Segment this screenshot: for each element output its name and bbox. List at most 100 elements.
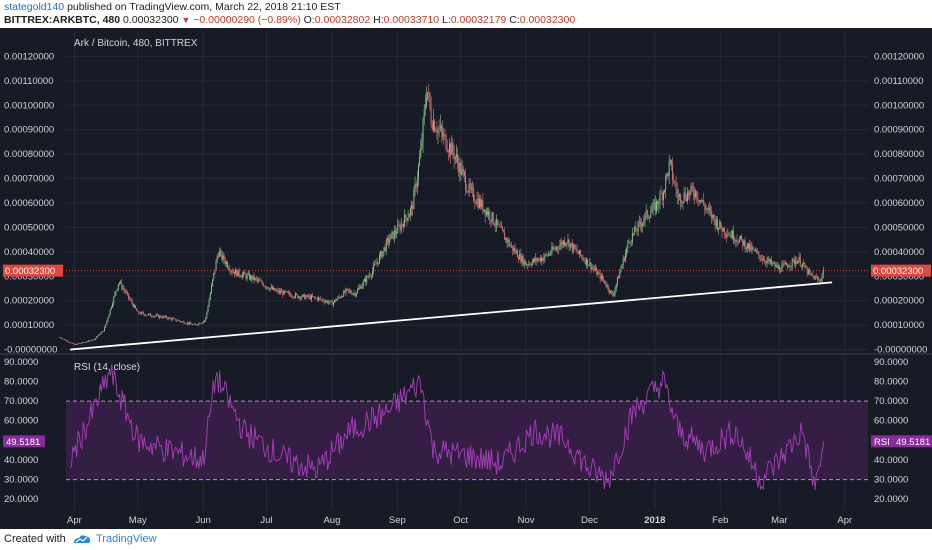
candle-body: [311, 295, 312, 300]
candle-body: [551, 246, 553, 254]
candle-body: [301, 294, 303, 298]
x-axis-tick: 2018: [644, 515, 665, 526]
candle-body: [772, 263, 774, 264]
candle-body: [368, 275, 370, 278]
candle-body: [253, 275, 255, 281]
candle-body: [538, 258, 540, 260]
candle-body: [454, 156, 456, 160]
candle-body: [674, 182, 676, 184]
tradingview-brand-link[interactable]: TradingView: [96, 533, 157, 545]
rsi-y-tick-left: 60.0000: [4, 416, 38, 427]
candle-body: [694, 194, 695, 197]
candle-body: [468, 183, 470, 192]
candle-body: [374, 263, 376, 266]
candle-body: [363, 278, 365, 282]
candle-body: [568, 239, 570, 248]
candle-body: [572, 242, 574, 251]
candle-body: [588, 265, 590, 266]
candle-body: [144, 314, 146, 316]
candle-body: [639, 221, 641, 225]
candle-body: [147, 313, 149, 315]
candle-body: [504, 232, 506, 240]
candle-body: [573, 244, 575, 251]
candle-body: [784, 262, 786, 264]
price-y-tick-right: 0.00120000: [874, 51, 924, 62]
created-with-label: Created with: [4, 533, 66, 545]
candle-body: [214, 269, 216, 273]
candle-body: [232, 272, 234, 273]
candle-body: [746, 243, 748, 248]
candle-body: [485, 210, 487, 216]
candle-body: [786, 262, 787, 266]
candle-body: [230, 270, 232, 272]
candle-body: [209, 293, 211, 300]
candle-body: [627, 242, 629, 249]
candle-body: [752, 247, 754, 249]
rsi-title: RSI (14, close): [74, 362, 140, 373]
candle-body: [706, 208, 708, 210]
candle-body: [423, 109, 425, 119]
chart-canvas[interactable]: 0.00120000 0.00120000 0.00110000 0.00110000…: [0, 28, 932, 529]
candle-body: [580, 250, 582, 256]
candle-body: [775, 264, 777, 267]
candle-body: [451, 142, 453, 156]
candle-body: [673, 179, 675, 183]
candle-body: [377, 262, 379, 264]
candle-body: [404, 214, 406, 227]
candle-body: [811, 273, 813, 276]
candle-body: [691, 185, 693, 189]
candle-body: [361, 285, 363, 289]
candle-body: [641, 224, 643, 227]
candle-body: [541, 257, 542, 262]
support-trendline: [70, 281, 833, 351]
candle-body: [737, 241, 739, 243]
candle-body: [115, 290, 117, 293]
candle-body: [339, 296, 341, 298]
candle-body: [169, 317, 171, 319]
author-link[interactable]: stategold140: [4, 1, 65, 13]
candle-body: [661, 193, 663, 200]
candle-body: [669, 160, 671, 161]
candle-body: [268, 288, 270, 290]
candle-body: [718, 227, 720, 230]
candle-body: [319, 297, 321, 299]
candle-body: [201, 322, 203, 324]
candle-body: [769, 259, 771, 263]
candle-body: [346, 288, 348, 290]
candle-body: [805, 267, 807, 269]
x-axis-tick: Apr: [67, 515, 82, 526]
candle-body: [629, 241, 631, 243]
candle-body: [604, 280, 606, 284]
candle-body: [459, 162, 461, 174]
candle-body: [288, 292, 289, 293]
candle-body: [343, 291, 345, 297]
candle-body: [312, 295, 314, 297]
candle-body: [726, 234, 728, 237]
candle-body: [66, 340, 68, 342]
candle-body: [766, 260, 768, 264]
candle-body: [547, 253, 549, 256]
candle-body: [89, 340, 91, 342]
candle-body: [381, 251, 383, 257]
candle-body: [255, 277, 257, 279]
rsi-y-tick-left: 80.0000: [4, 377, 38, 388]
candle-body: [441, 125, 442, 132]
candle-body: [87, 340, 89, 342]
price-y-tick-left: 0.00050000: [4, 222, 54, 233]
candle-body: [106, 320, 108, 325]
candle-body: [599, 272, 601, 280]
rsi-y-tick-right: 30.0000: [874, 475, 908, 486]
candle-body: [166, 316, 168, 319]
candle-body: [728, 234, 730, 236]
down-arrow-icon: ▼: [181, 15, 191, 25]
candle-body: [496, 219, 498, 226]
candle-body: [602, 275, 603, 279]
candle-body: [185, 323, 187, 325]
candle-body: [131, 300, 133, 304]
price-y-tick-left: 0.00030000: [4, 271, 54, 282]
candle-body: [610, 290, 611, 293]
candle-body: [818, 279, 820, 281]
candle-body: [557, 247, 559, 249]
candle-body: [194, 323, 196, 325]
candle-body: [622, 258, 624, 265]
